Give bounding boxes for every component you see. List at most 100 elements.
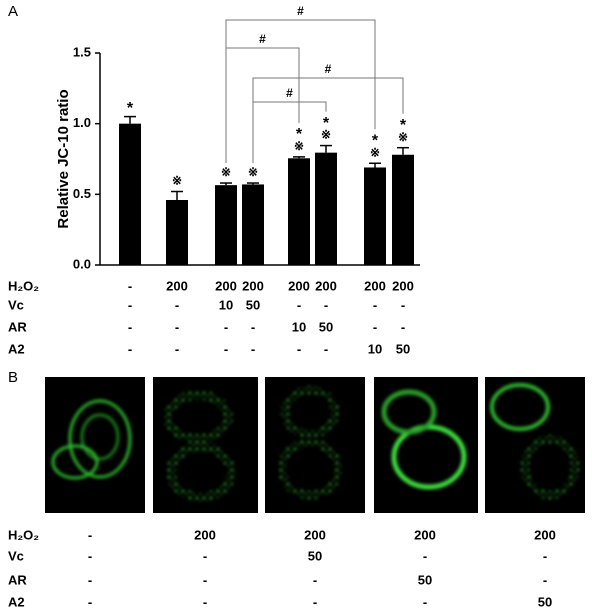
bar: [288, 158, 310, 265]
treatment-name: Vc: [8, 297, 24, 312]
y-tick-label: 0.5: [73, 186, 91, 201]
error-bar: [369, 162, 381, 168]
treatment-entry: 10: [292, 319, 306, 334]
significance-mark: ※: [248, 165, 258, 179]
y-tick-label: 0.0: [73, 256, 91, 271]
panel-label: B: [8, 369, 18, 386]
treatment-entry: 200: [304, 527, 326, 542]
treatment-entry: -: [543, 572, 547, 587]
treatment-entry: 200: [194, 527, 216, 542]
treatment-entry: 200: [315, 278, 337, 293]
treatment-entry: -: [128, 278, 132, 293]
bracket-label: #: [286, 86, 293, 100]
treatment-entry: -: [423, 594, 427, 609]
y-tick-label: 1.5: [73, 44, 91, 59]
bar: [215, 185, 237, 265]
treatment-entry: -: [401, 319, 405, 334]
treatment-name: AR: [8, 572, 27, 587]
treatment-entry: -: [203, 548, 207, 563]
bar: [166, 199, 188, 265]
error-bar: [220, 182, 232, 186]
treatment-entry: 200: [392, 278, 414, 293]
treatment-name: A2: [8, 594, 25, 609]
bracket: [252, 101, 327, 164]
treatment-entry: -: [224, 319, 228, 334]
treatment-entry: -: [313, 594, 317, 609]
treatment-entry: -: [88, 548, 92, 563]
treatment-entry: 10: [219, 297, 233, 312]
significance-mark: ※: [321, 128, 331, 142]
treatment-entry: -: [251, 341, 255, 356]
significance-mark: ※: [398, 130, 408, 144]
treatment-entry: 50: [308, 548, 322, 563]
bar: [364, 167, 386, 265]
significance-mark: *: [372, 132, 379, 149]
bracket: [225, 47, 300, 164]
y-tick-label: 1.0: [73, 115, 91, 130]
treatment-name: H₂O₂: [8, 278, 39, 293]
error-bar: [397, 146, 409, 155]
treatment-entry: 200: [215, 278, 237, 293]
treatment-entry: 200: [288, 278, 310, 293]
error-bar: [293, 156, 305, 159]
significance-mark: *: [400, 117, 407, 134]
treatment-entry: 50: [246, 297, 260, 312]
treatment-entry: 200: [414, 527, 436, 542]
significance-mark: ※: [172, 174, 182, 188]
treatment-entry: -: [175, 297, 179, 312]
error-bar: [247, 182, 259, 185]
error-bar: [171, 190, 183, 200]
treatment-entry: -: [423, 548, 427, 563]
treatment-entry: -: [88, 572, 92, 587]
treatment-entry: 200: [166, 278, 188, 293]
panel-label: A: [8, 3, 18, 20]
significance-mark: ※: [370, 145, 380, 159]
treatment-entry: -: [175, 319, 179, 334]
treatment-entry: -: [297, 297, 301, 312]
treatment-entry: -: [324, 297, 328, 312]
bar: [119, 123, 141, 266]
bar: [315, 152, 337, 265]
significance-mark: *: [127, 100, 134, 117]
treatment-entry: 50: [319, 319, 333, 334]
bracket-label: #: [297, 4, 304, 18]
error-bar: [124, 115, 136, 124]
treatment-entry: -: [203, 594, 207, 609]
treatment-entry: 200: [364, 278, 386, 293]
treatment-entry: -: [88, 594, 92, 609]
treatment-name: AR: [8, 319, 27, 334]
significance-mark: ※: [221, 165, 231, 179]
treatment-name: A2: [8, 341, 25, 356]
treatment-entry: 50: [538, 594, 552, 609]
y-axis-title: Relative JC-10 ratio: [55, 89, 72, 228]
treatment-entry: -: [401, 297, 405, 312]
treatment-entry: 200: [242, 278, 264, 293]
significance-mark: *: [323, 115, 330, 132]
treatment-entry: -: [373, 319, 377, 334]
treatment-entry: -: [373, 297, 377, 312]
treatment-name: Vc: [8, 548, 24, 563]
treatment-entry: -: [128, 341, 132, 356]
treatment-entry: -: [324, 341, 328, 356]
treatment-entry: 50: [396, 341, 410, 356]
treatment-entry: 50: [418, 572, 432, 587]
treatment-entry: 200: [534, 527, 556, 542]
treatment-entry: -: [128, 297, 132, 312]
treatment-entry: -: [543, 548, 547, 563]
treatment-entry: -: [297, 341, 301, 356]
bracket-label: #: [259, 32, 266, 46]
treatment-entry: -: [175, 341, 179, 356]
treatment-name: H₂O₂: [8, 527, 39, 542]
treatment-entry: -: [251, 319, 255, 334]
treatment-entry: -: [203, 572, 207, 587]
treatment-entry: 10: [368, 341, 382, 356]
bracket-label: #: [325, 62, 332, 76]
significance-mark: ※: [294, 139, 304, 153]
treatment-entry: -: [313, 572, 317, 587]
bar: [242, 184, 264, 265]
treatment-entry: -: [88, 527, 92, 542]
micrographs: [45, 377, 585, 513]
bar: [392, 154, 414, 265]
error-bar: [320, 144, 332, 153]
